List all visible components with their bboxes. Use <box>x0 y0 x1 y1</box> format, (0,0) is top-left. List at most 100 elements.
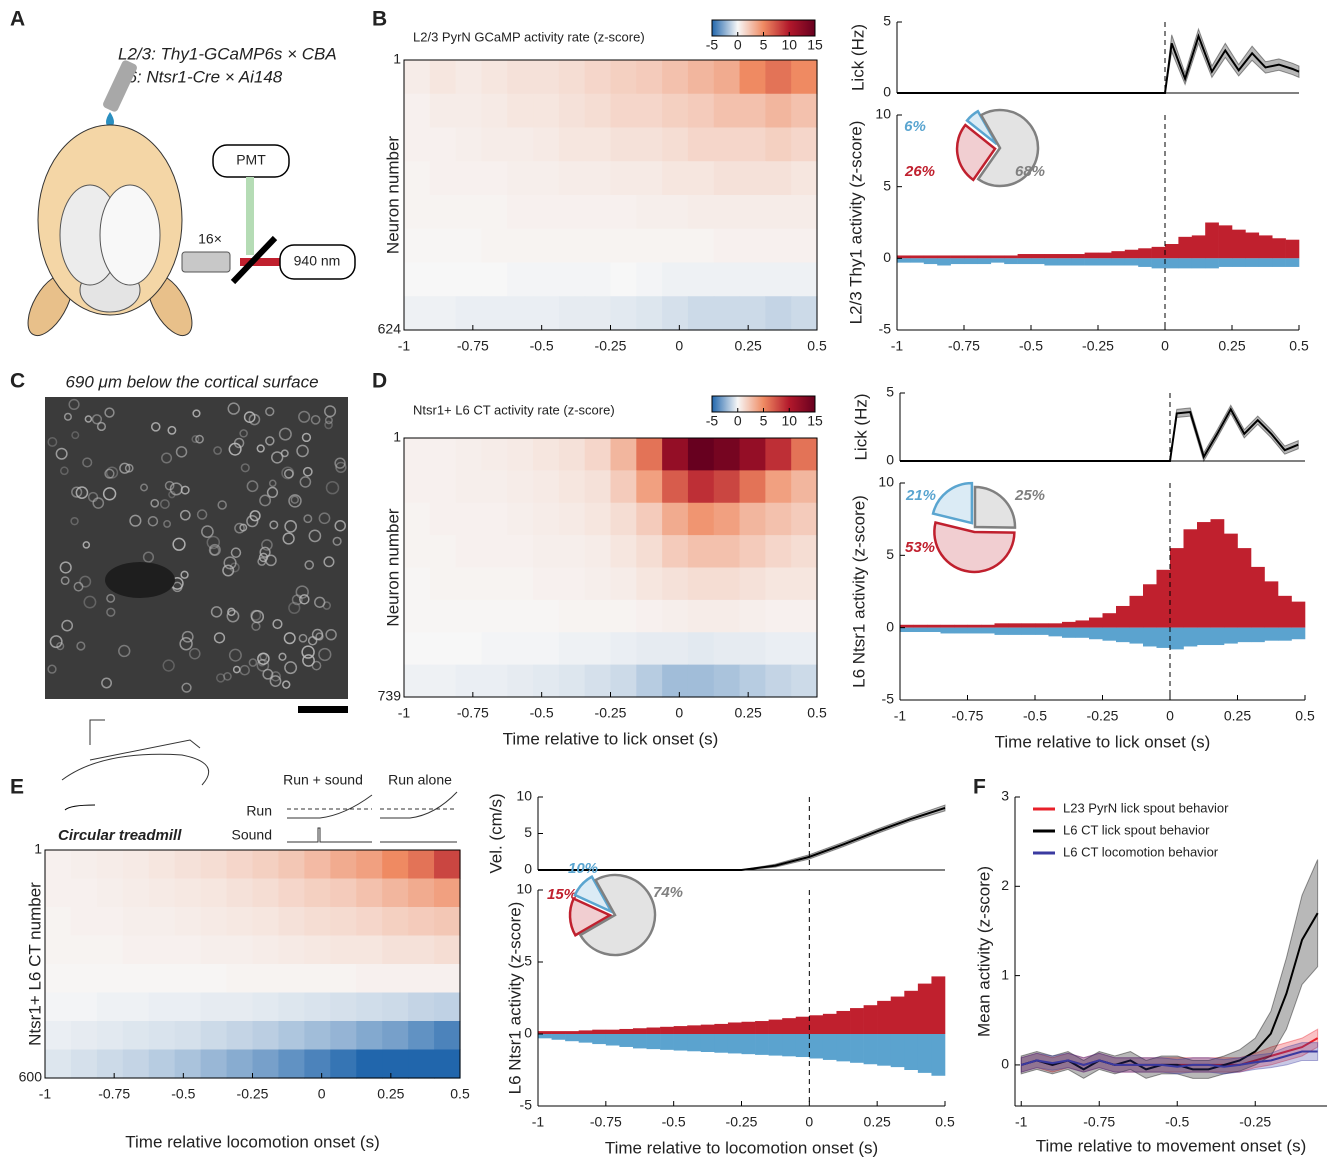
histogram-bar <box>940 627 955 634</box>
histogram-bar <box>592 1034 607 1045</box>
heatmap-cell <box>382 878 409 908</box>
histogram-bar <box>1111 251 1126 259</box>
heatmap-cell <box>713 438 741 471</box>
heatmap-cell <box>200 964 228 994</box>
heatmap-cell <box>662 567 689 601</box>
histogram-bar <box>1264 581 1279 628</box>
heatmap-cell <box>739 127 766 162</box>
laser-path <box>240 258 282 266</box>
heatmap-cell <box>278 850 305 880</box>
cell-body <box>142 551 155 563</box>
error-band <box>538 804 946 871</box>
heatmap-cell <box>174 992 202 1022</box>
x-axis-label: Time relative locomotion onset (s) <box>125 1132 379 1151</box>
histogram-bar <box>551 1031 566 1034</box>
histogram-bar <box>1116 605 1130 628</box>
y-tick-label: 5 <box>883 13 891 29</box>
heatmap-cell <box>481 127 508 162</box>
colorbar-tick-label: 0 <box>734 37 742 53</box>
heatmap-cell <box>174 850 202 880</box>
histogram-bar <box>977 258 992 265</box>
heatmap-cell <box>382 850 409 880</box>
heatmap-title: L2/3 PyrN GCaMP activity rate (z-score) <box>413 29 645 44</box>
histogram-bar <box>1205 258 1219 269</box>
cell-body <box>308 529 322 543</box>
heatmap-cell <box>122 935 150 965</box>
cell-body <box>101 677 113 689</box>
heatmap-cell <box>252 907 280 937</box>
objective <box>181 251 231 273</box>
cell-body <box>83 595 97 609</box>
x-tick-label: -0.75 <box>948 338 980 354</box>
histogram-bar <box>890 996 905 1034</box>
heatmap-cell <box>636 296 663 331</box>
heatmap-cell <box>304 1049 331 1079</box>
cell-body <box>60 576 70 586</box>
y-tick-label: 10 <box>878 474 894 490</box>
heatmap-cell <box>558 567 586 601</box>
histogram-bar <box>1084 258 1099 266</box>
cell-body <box>229 562 240 573</box>
x-tick-label: -0.75 <box>1083 1114 1115 1130</box>
heatmap-cell <box>791 228 818 264</box>
x-tick-label: -0.5 <box>530 338 554 354</box>
heatmap-cell <box>791 535 818 569</box>
cell-body <box>129 514 142 527</box>
x-tick-label: -0.75 <box>457 338 489 354</box>
heatmap-cell <box>739 470 766 504</box>
y-axis-label: L6 Ntsr1 activity (z-score) <box>505 902 524 1095</box>
histogram-bar <box>1258 258 1273 267</box>
heatmap-cell <box>122 1021 150 1051</box>
heatmap-cell <box>429 599 457 633</box>
histogram-bar <box>964 255 978 259</box>
heatmap-cell <box>455 60 483 95</box>
treadmill-diagram <box>61 719 458 843</box>
heatmap-cell <box>408 878 435 908</box>
heatmap-cell <box>481 161 508 196</box>
histogram-bar <box>990 258 1005 263</box>
run-trace <box>287 794 373 819</box>
histogram-bar <box>1237 627 1252 643</box>
histogram-bar <box>822 1013 837 1034</box>
error-band <box>1020 859 1319 1079</box>
heatmap-cell <box>636 93 663 129</box>
heatmap-cell <box>713 599 741 633</box>
heatmap-cell <box>356 907 383 937</box>
cell-body <box>196 509 208 520</box>
error-band <box>900 404 1299 463</box>
pie-label: 25% <box>1014 487 1045 504</box>
heatmap-cell <box>662 502 689 536</box>
heatmap-cell <box>713 161 741 196</box>
pie-label: 21% <box>905 487 936 504</box>
heatmap-cell <box>200 907 228 937</box>
heatmap-cell <box>533 535 560 569</box>
heatmap-cell <box>610 470 637 504</box>
cell-body <box>299 476 312 488</box>
histogram-bar <box>1143 627 1157 647</box>
legend-label: L23 PyrN lick spout behavior <box>1063 800 1229 815</box>
heatmap-cell <box>481 93 508 129</box>
pie-slice <box>965 109 998 146</box>
cell-body <box>284 520 298 533</box>
heatmap-cell <box>713 664 741 698</box>
heatmap-cell <box>304 1021 331 1051</box>
heatmap-cell <box>791 296 818 331</box>
heatmap-cell <box>278 907 305 937</box>
heatmap-cell <box>330 1049 357 1079</box>
heatmap-cell <box>45 850 72 880</box>
histogram-bar <box>1143 584 1157 628</box>
heatmap-cell <box>687 470 715 504</box>
heatmap-cell <box>610 228 637 264</box>
histogram-bar <box>1251 566 1265 628</box>
heatmap-cell <box>404 535 431 569</box>
heatmap-cell <box>687 438 715 471</box>
heatmap-cell <box>636 470 663 504</box>
heatmap-cell <box>739 228 766 264</box>
cell-body <box>240 463 250 473</box>
y-tick-label: 5 <box>883 177 891 193</box>
x-tick-label: 0 <box>1166 708 1174 724</box>
heatmap-cell <box>404 262 431 297</box>
x-tick-label: -1 <box>891 338 904 354</box>
cell-body <box>243 411 256 423</box>
